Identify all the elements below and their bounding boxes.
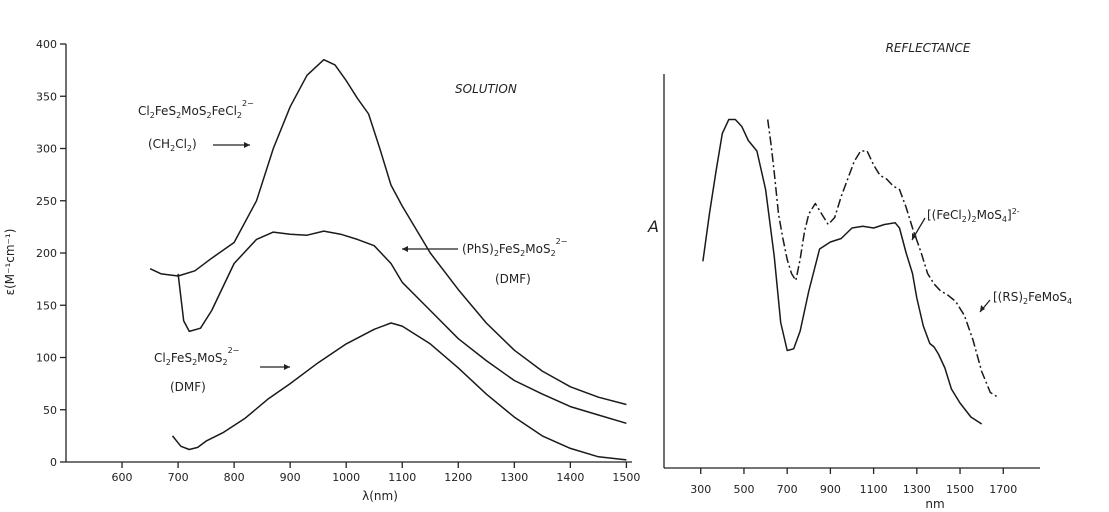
solution-curve-1 (149, 58, 627, 406)
left-y-tick-label: 150 (36, 299, 57, 312)
annotation-dmf-1: (DMF) (495, 272, 531, 286)
left-y-tick-label: 350 (36, 90, 57, 103)
left-x-tick-label: 1100 (388, 471, 416, 484)
right-x-tick-label: 1500 (946, 483, 974, 496)
solution-panel: 0 50 100 150 200 250 300 350 400 600 700 800 900 100… (3, 38, 640, 503)
left-curves (149, 58, 627, 461)
reflectance-curve-2 (766, 119, 1000, 399)
arrow-head-4 (912, 233, 917, 240)
annotation-phs2fes2mos2: (PhS)2FeS2MoS22− (462, 237, 567, 258)
left-x-tick-label: 800 (224, 471, 245, 484)
right-y-axis-label: A (647, 217, 659, 236)
reflectance-panel: 300 500 700 900 1100 1300 1500 1700 REFLECTANCE… (647, 41, 1072, 511)
left-y-tick-label: 400 (36, 38, 57, 51)
left-y-tick-label: 50 (43, 404, 57, 417)
reflectance-curve-1 (702, 118, 983, 425)
solution-curve-2 (177, 230, 627, 425)
left-x-ticks: 600 700 800 900 1000 1100 1200 1300 1400 1500 (112, 462, 640, 484)
left-x-tick-label: 700 (168, 471, 189, 484)
right-curves (702, 118, 1000, 425)
right-x-tick-label: 700 (777, 483, 798, 496)
right-x-axis-label: nm (925, 497, 944, 511)
solution-curve-3 (171, 322, 627, 461)
left-y-tick-label: 200 (36, 247, 57, 260)
annotation-rs2femos4: [(RS)2FeMoS4 (993, 290, 1072, 306)
left-y-tick-label: 100 (36, 352, 57, 365)
left-x-tick-label: 900 (280, 471, 301, 484)
left-y-tick-label: 250 (36, 195, 57, 208)
left-chart-title: SOLUTION (455, 82, 517, 96)
left-x-tick-label: 1500 (612, 471, 640, 484)
left-y-tick-label: 0 (50, 456, 57, 469)
left-x-axis-label: λ(nm) (362, 489, 398, 503)
right-x-ticks: 300 500 700 900 1100 1300 1500 1700 (690, 468, 1017, 496)
right-x-tick-label: 1300 (903, 483, 931, 496)
annotation-ch2cl2: (CH2Cl2) (148, 137, 197, 153)
annotation-cl2fes2mos2: Cl2FeS2MoS22− (154, 346, 239, 367)
annotation-fecl2-2mos4: [(FeCl2)2MoS4]2- (927, 207, 1020, 224)
left-x-tick-label: 1400 (556, 471, 584, 484)
left-y-axis-label: ε(M⁻¹cm⁻¹) (3, 229, 17, 296)
right-x-tick-label: 900 (820, 483, 841, 496)
right-x-tick-label: 1700 (989, 483, 1017, 496)
left-x-tick-label: 1200 (444, 471, 472, 484)
left-x-tick-label: 600 (112, 471, 133, 484)
right-x-tick-label: 1100 (860, 483, 888, 496)
left-y-tick-label: 300 (36, 143, 57, 156)
right-chart-title: REFLECTANCE (886, 41, 971, 55)
annotation-cl2fes2mos2fecl2: Cl2FeS2MoS2FeCl22− (138, 99, 254, 120)
arrow-head-3 (284, 364, 290, 370)
arrow-head-2 (402, 246, 408, 252)
right-x-tick-label: 500 (733, 483, 754, 496)
left-x-tick-label: 1300 (500, 471, 528, 484)
arrow-head-5 (980, 305, 985, 312)
left-x-tick-label: 1000 (332, 471, 360, 484)
right-x-tick-label: 300 (690, 483, 711, 496)
annotation-dmf-2: (DMF) (170, 380, 206, 394)
left-y-ticks: 0 50 100 150 200 250 300 350 400 (36, 38, 66, 469)
arrow-head-1 (244, 142, 250, 148)
